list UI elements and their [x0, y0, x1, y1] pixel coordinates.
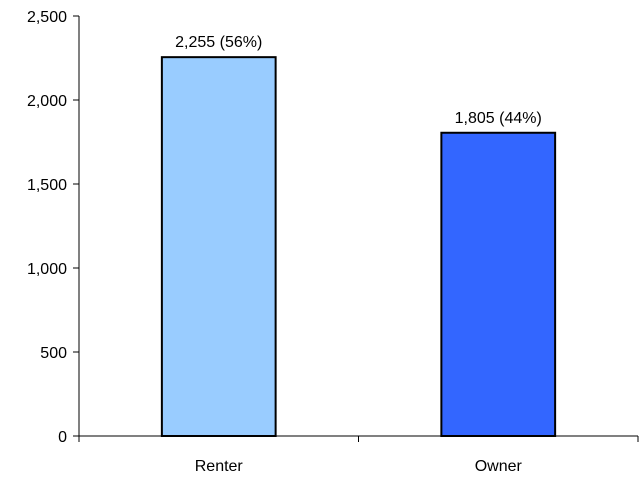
x-category-label: Owner — [475, 458, 523, 475]
y-tick-label: 2,000 — [27, 93, 67, 110]
y-tick-label: 500 — [40, 345, 67, 362]
y-tick-label: 2,500 — [27, 9, 67, 26]
data-label-renter: 2,255 (56%) — [175, 34, 262, 51]
y-axis: 0 500 1,000 1,500 2,000 2,500 — [27, 9, 80, 446]
bars — [160, 56, 557, 437]
labels: 2,255 (56%) Renter 1,805 (44%) Owner — [175, 34, 542, 475]
bar-owner — [440, 131, 557, 437]
y-tick-label: 1,500 — [27, 177, 67, 194]
y-tick-label: 0 — [58, 429, 67, 446]
data-label-owner: 1,805 (44%) — [455, 110, 542, 127]
x-category-label: Renter — [195, 458, 244, 475]
y-tick-label: 1,000 — [27, 261, 67, 278]
bar-renter — [160, 56, 277, 437]
